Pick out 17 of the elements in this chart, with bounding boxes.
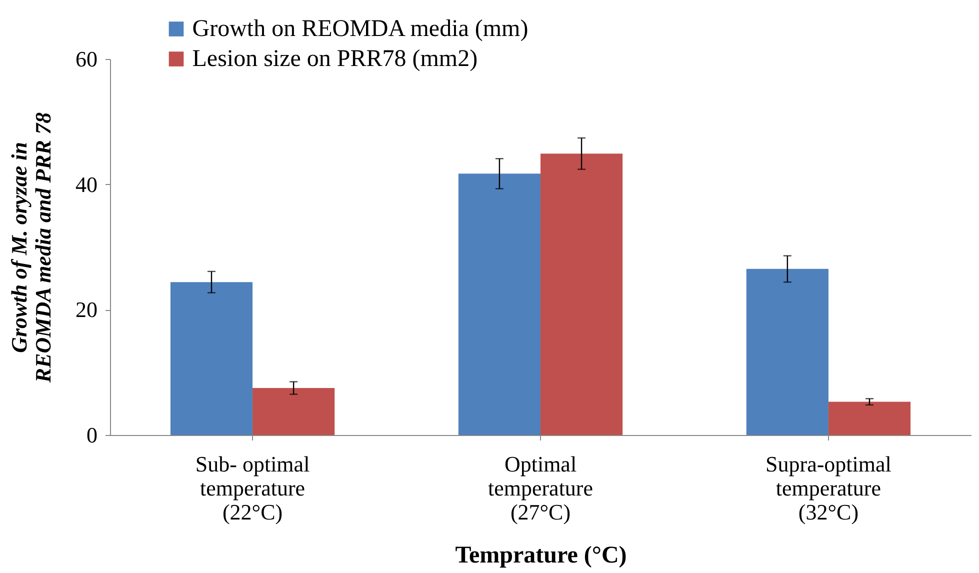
bar	[746, 268, 828, 435]
bar	[170, 282, 253, 435]
legend-label: Lesion size on PRR78 (mm2)	[192, 46, 478, 72]
bar	[828, 402, 911, 435]
x-axis-title: Temprature (°C)	[455, 542, 627, 568]
y-tick-label: 0	[86, 422, 98, 448]
x-tick-label: Sub- optimal temperature (22°C)	[195, 452, 310, 524]
bar	[540, 154, 623, 435]
legend-label: Growth on REOMDA media (mm)	[192, 16, 528, 42]
y-tick-label: 20	[76, 297, 98, 322]
bar	[252, 388, 335, 435]
y-axis-title: Growth of M. oryzae in REOMDA media and PRR 78	[6, 112, 56, 384]
x-tick-label: Optimal temperature (27°C)	[488, 452, 594, 524]
y-tick-label: 40	[76, 172, 98, 197]
bar	[458, 174, 540, 435]
y-tick-label: 60	[76, 46, 98, 72]
x-tick-label: Supra-optimal temperature (32°C)	[766, 452, 892, 524]
